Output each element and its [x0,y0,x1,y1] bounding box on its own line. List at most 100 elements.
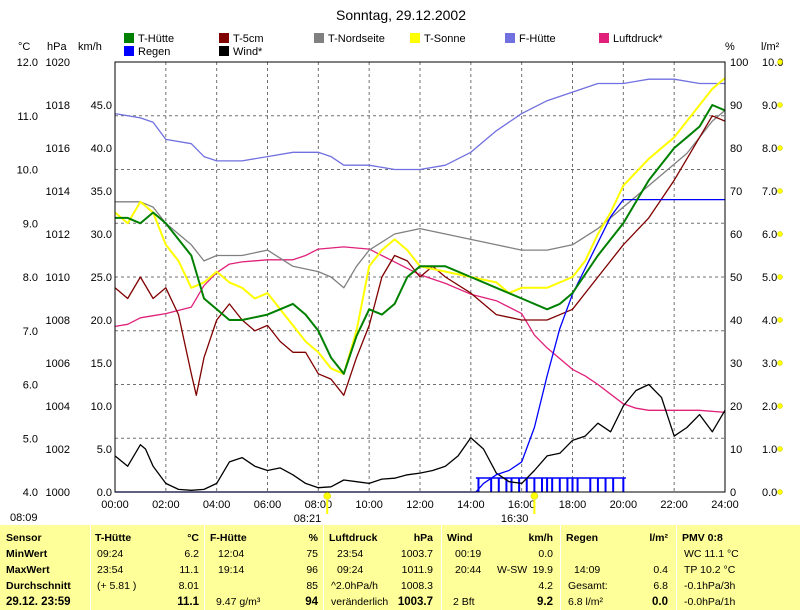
stats-t-huette-current: 11.1 [177,596,199,608]
stats-col-sensor: Sensor MinWert MaxWert Durchschnitt 29.1… [6,525,90,610]
axis-unit-temperature: °C [18,41,30,53]
stats-wind-current: 9.2 [537,596,553,608]
temperature-tick-label: 4.0 [23,487,38,499]
sun-marker-label: 16:30 [501,513,529,525]
pressure-tick-label: 1010 [46,272,70,284]
legend-label-wind: Wind* [233,46,263,58]
rain-tick-label: 7.0 [762,186,777,198]
wind-tick-label: 40.0 [91,143,112,155]
stats-f-huette-header: F-Hütte [210,532,247,544]
axis-unit-pressure: hPa [47,41,67,53]
stats-col-t-huette: T-Hütte °C 09:24 6.2 23:54 11.1 (+ 5.81 ) 8.… [95,525,203,610]
rain-axis-marker [777,59,783,65]
sun-marker-label: 08:21 [294,513,322,525]
stats-regen-max-time: 14:09 [574,564,601,576]
rain-tick-label: 4.0 [762,315,777,327]
stats-luftdruck-trend: ^2.0hPa/h [331,580,378,592]
pressure-tick-label: 1020 [46,57,70,69]
chart-series [114,77,726,493]
pressure-tick-label: 1006 [46,358,70,370]
stats-max-label: MaxWert [6,564,50,576]
series-line-7 [114,383,726,491]
pressure-tick-label: 1008 [46,315,70,327]
stats-f-huette-avg: 85 [306,580,318,592]
rain-axis-marker [777,231,783,237]
stats-pmv-header: PMV 0:8 [682,532,723,544]
humidity-tick-label: 90 [730,100,742,112]
temperature-tick-label: 7.0 [23,326,38,338]
pressure-tick-label: 1018 [46,100,70,112]
rain-axis-marker [777,188,783,194]
x-tick-label: 08:00 [305,499,333,511]
stats-f-huette-min-time: 12:04 [218,548,245,560]
legend-swatch-t-nordseite [314,33,324,43]
humidity-tick-label: 30 [730,358,742,370]
legend-label-regen: Regen [138,46,170,58]
stats-pmv-p1h: -0.0hPa/1h [684,596,736,608]
stats-wind-avg: 4.2 [538,580,553,592]
temperature-tick-label: 10.0 [17,165,38,177]
rain-axis-marker [777,360,783,366]
legend-label-f-huette: F-Hütte [519,33,556,45]
x-tick-label: 22:00 [660,499,688,511]
wind-tick-label: 25.0 [91,272,112,284]
temperature-tick-label: 12.0 [17,57,38,69]
stats-regen-max: 0.4 [653,564,668,576]
stats-t-huette-max: 11.1 [179,564,199,576]
rain-tick-label: 6.0 [762,229,777,241]
wind-tick-label: 30.0 [91,229,112,241]
legend-label-t-nordseite: T-Nordseite [328,33,385,45]
temperature-tick-label: 11.0 [17,111,38,123]
stats-col-regen: Regen l/m² 14:09 0.4 Gesamt: 6.8 6.8 l/m² 0.… [566,525,672,610]
stats-t-huette-header: T-Hütte [95,532,132,544]
temperature-tick-label: 5.0 [23,433,38,445]
legend-swatch-regen [124,46,134,56]
x-tick-label: 04:00 [203,499,231,511]
legend-swatch-f-huette [505,33,515,43]
humidity-tick-label: 80 [730,143,742,155]
humidity-tick-label: 50 [730,272,742,284]
stats-luftdruck-max-time: 09:24 [337,564,364,576]
legend-label-t-sonne: T-Sonne [424,33,466,45]
stats-luftdruck-min: 1003.7 [400,548,433,560]
rain-axis-marker [777,145,783,151]
humidity-tick-label: 10 [730,444,742,456]
statistics-table: Sensor MinWert MaxWert Durchschnitt 29.1… [0,525,800,610]
legend-swatch-t-sonne [410,33,420,43]
series-line-0 [115,104,726,375]
legend-swatch-t-huette [124,33,134,43]
stats-f-huette-max: 96 [306,564,318,576]
stats-wind-bft: 2 Bft [453,596,475,608]
stats-col-pmv: PMV 0:8 WC 11.1 °C TP 10.2 °C -0.1hPa/3h… [682,525,798,610]
series-line-5 [114,246,726,414]
legend-label-luftdruck: Luftdruck* [613,33,663,45]
stats-date: 29.12. 23:59 [6,596,71,608]
weather-chart: Sonntag, 29.12.2002 °C hPa km/h % l/m² T… [10,7,783,525]
pressure-tick-label: 1002 [46,444,70,456]
humidity-tick-label: 100 [730,57,748,69]
humidity-tick-label: 0 [730,487,736,499]
stats-wind-header: Wind [447,532,473,544]
stats-luftdruck-min-time: 23:54 [337,548,364,560]
stats-regen-header: Regen [566,532,599,544]
humidity-tick-label: 60 [730,229,742,241]
pressure-tick-label: 1000 [46,487,70,499]
rain-tick-label: 1.0 [762,444,777,456]
pressure-tick-label: 1016 [46,143,70,155]
rain-tick-label: 0.0 [762,487,777,499]
wind-tick-label: 5.0 [97,444,112,456]
stats-regen-current: 0.0 [652,596,668,608]
stats-f-huette-abs: 9.47 g/m³ [216,596,261,608]
wind-tick-label: 20.0 [91,315,112,327]
wind-tick-label: 10.0 [91,401,112,413]
axis-unit-humidity: % [725,41,735,53]
stats-t-huette-min-time: 09:24 [97,548,124,560]
x-tick-label: 16:00 [508,499,536,511]
rain-tick-label: 3.0 [762,358,777,370]
rain-tick-label: 8.0 [762,143,777,155]
stats-t-huette-unit: °C [187,532,199,544]
legend-swatch-wind [219,46,229,56]
axis-unit-rain: l/m² [761,41,780,53]
left-time-label: 08:09 [10,512,38,524]
humidity-tick-label: 20 [730,401,742,413]
